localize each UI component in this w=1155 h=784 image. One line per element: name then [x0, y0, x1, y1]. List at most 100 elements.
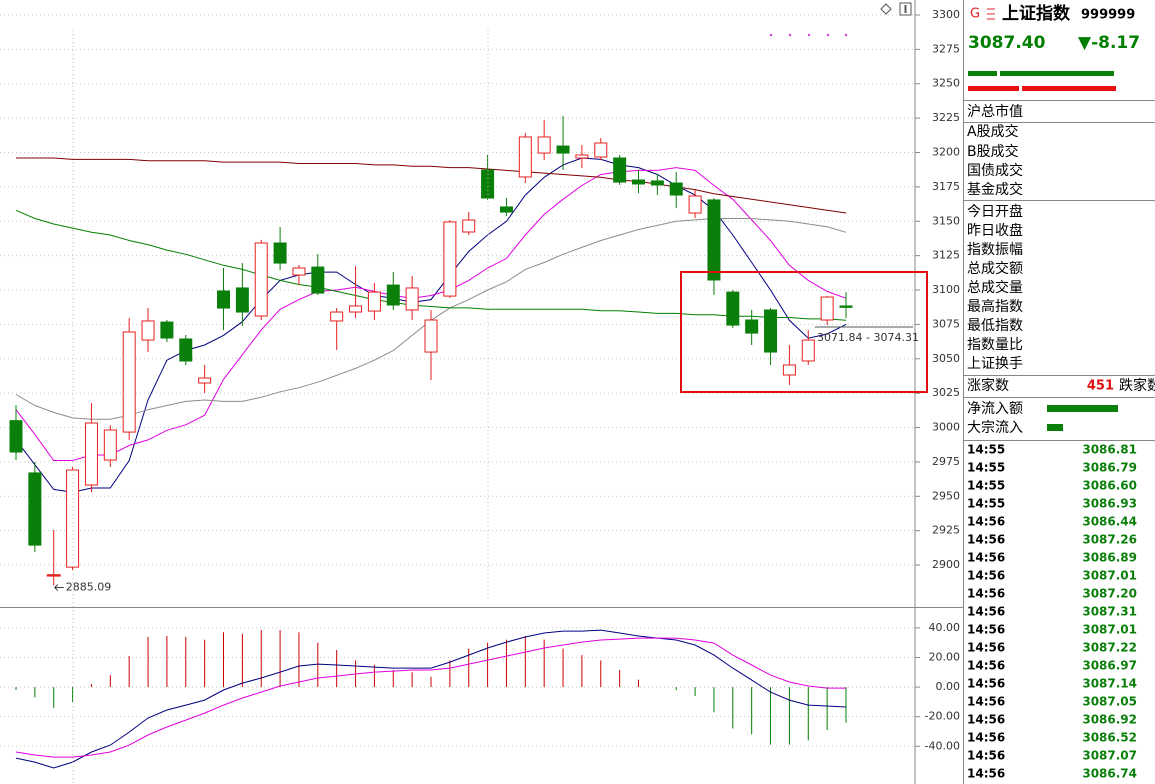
tick-time: 14:55 — [967, 443, 1005, 457]
candle-body — [594, 142, 608, 158]
candle-body — [311, 266, 325, 294]
candle-body — [839, 305, 853, 308]
y-tick-label: 3175 — [932, 180, 960, 193]
candle-body — [122, 331, 136, 433]
candle-body — [801, 339, 815, 362]
decline-label: 跌家数 — [1119, 377, 1155, 394]
indicator-line — [15, 637, 846, 758]
tick-time: 14:56 — [967, 641, 1005, 655]
candle-body — [160, 321, 174, 339]
menu-icon[interactable] — [987, 8, 995, 20]
candle-body — [688, 195, 702, 214]
tick-time: 14:56 — [967, 605, 1005, 619]
y-tick-label: 3250 — [932, 77, 960, 90]
index-code: 999999 — [1081, 8, 1135, 23]
y-tick-label: 2925 — [932, 524, 960, 537]
indicator-line — [15, 629, 847, 769]
tick-price: 3087.14 — [1082, 677, 1137, 691]
y-tick-label: 0.00 — [936, 680, 961, 693]
arrow-head — [54, 584, 59, 591]
chart-layer: 3300 3275 3250 3225 3200 3175 3150 3125 3100 3075… — [0, 8, 961, 769]
panel-separators — [963, 100, 1155, 441]
tick-time: 14:56 — [967, 659, 1005, 673]
candle-body — [330, 311, 344, 322]
y-tick-label: -40.00 — [925, 739, 960, 752]
tick-time: 14:56 — [967, 731, 1005, 745]
candle-body — [650, 180, 664, 186]
y-tick-label: 3025 — [932, 386, 960, 399]
candle-body — [103, 429, 117, 461]
candle-body — [499, 206, 513, 213]
y-tick-label: 2975 — [932, 455, 960, 468]
tick-time: 14:56 — [967, 677, 1005, 691]
scroll-icon[interactable] — [899, 2, 912, 16]
tick-price: 3086.81 — [1082, 443, 1137, 457]
y-tick-label: 3100 — [932, 283, 960, 296]
field-label: 上证换手 — [967, 355, 1023, 372]
y-tick-label: 2950 — [932, 489, 960, 502]
candle-body — [84, 422, 98, 486]
field-label: 指数振幅 — [967, 242, 1023, 258]
candle-body — [254, 242, 268, 317]
tick-time: 14:56 — [967, 551, 1005, 565]
y-tick-label: 20.00 — [929, 650, 961, 663]
y-tick-label: 3300 — [932, 8, 960, 21]
tick-time: 14:56 — [967, 713, 1005, 727]
field-label: 基金成交 — [967, 181, 1023, 198]
candle-body — [349, 305, 363, 313]
advance-count: 451 — [1087, 379, 1114, 394]
last-price: 3087.40 — [968, 33, 1046, 53]
field-label: 昨日收盘 — [967, 222, 1023, 239]
pink-dots — [769, 33, 848, 37]
y-tick-label: 3150 — [932, 214, 960, 227]
diamond-icon[interactable] — [880, 3, 892, 15]
price-change: ▼-8.17 — [1078, 33, 1140, 53]
candle-body — [669, 182, 683, 196]
indicator-line — [15, 209, 847, 321]
y-tick-label: 3200 — [932, 146, 960, 159]
candle-body — [179, 338, 193, 362]
candle-body — [726, 291, 740, 326]
candle-body — [198, 377, 212, 384]
candle-body — [518, 136, 532, 178]
tick-time: 14:56 — [967, 623, 1005, 637]
y-tick-label: 40.00 — [929, 621, 961, 634]
candle-body — [443, 221, 457, 297]
tick-time: 14:55 — [967, 497, 1005, 511]
tick-price: 3086.74 — [1082, 767, 1137, 781]
candle-body — [764, 309, 778, 353]
field-label: 总成交额 — [967, 260, 1023, 277]
strength-bar — [1000, 71, 1114, 76]
advance-label: 涨家数 — [967, 377, 1009, 394]
candle-body — [537, 136, 551, 154]
field-label: 沪总市值 — [967, 103, 1023, 120]
y-tick-label: 2900 — [932, 558, 960, 571]
tick-price: 3086.79 — [1082, 461, 1137, 475]
candle-body — [820, 296, 834, 321]
candle-body — [141, 320, 155, 341]
tick-time: 14:56 — [967, 767, 1005, 781]
y-tick-label: 3000 — [932, 421, 960, 434]
highlight-box — [680, 271, 928, 393]
field-label: 今日开盘 — [967, 203, 1023, 220]
candle-body — [386, 284, 400, 306]
field-label: 指数量比 — [967, 337, 1023, 353]
strength-bar — [968, 71, 997, 76]
flow-label: 大宗流入 — [967, 420, 1023, 436]
y-tick-label: 3275 — [932, 42, 960, 55]
panel-layer: 沪总市值 A股成交 B股成交国债成交基金成交今日开盘昨日收盘指数振幅总成交额总成交量… — [967, 103, 1137, 781]
tick-time: 14:55 — [967, 479, 1005, 493]
field-label: 国债成交 — [967, 162, 1023, 179]
candle-body — [707, 199, 721, 281]
tick-price: 3087.26 — [1082, 533, 1137, 547]
candle-body — [9, 420, 23, 453]
tick-time: 14:56 — [967, 515, 1005, 529]
marker: G — [970, 7, 980, 22]
tick-time: 14:56 — [967, 533, 1005, 547]
tick-price: 3086.52 — [1082, 731, 1137, 745]
low-label: 2885.09 — [66, 581, 112, 594]
candle-body — [367, 291, 381, 312]
tick-price: 3087.31 — [1082, 605, 1137, 619]
range-label: 3071.84 - 3074.31 — [817, 331, 919, 344]
